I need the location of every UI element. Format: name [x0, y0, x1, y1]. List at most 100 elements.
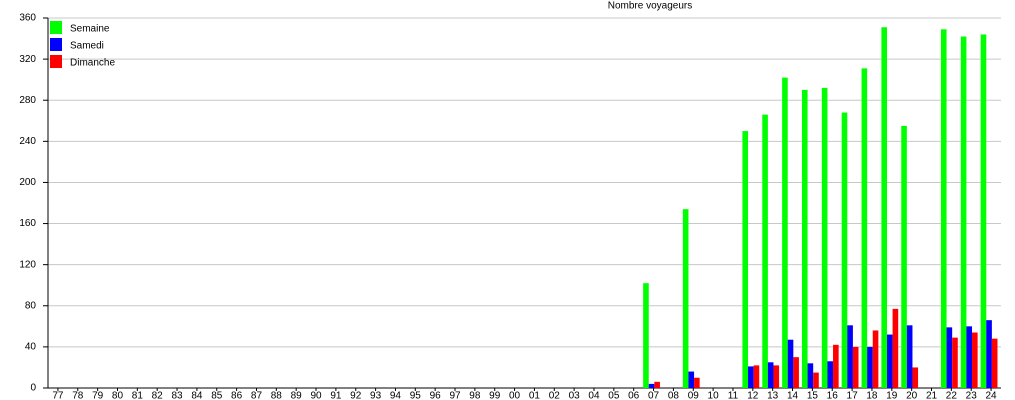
bar	[991, 338, 998, 388]
bar	[753, 365, 760, 388]
y-tick-label: 280	[19, 95, 36, 106]
x-tick-label: 19	[886, 391, 898, 400]
y-tick-label: 80	[25, 300, 37, 311]
bar	[952, 337, 958, 388]
x-tick-label: 91	[330, 391, 342, 400]
y-tick-label: 360	[19, 13, 36, 24]
y-tick-label: 160	[19, 218, 36, 229]
x-tick-label: 82	[152, 391, 164, 400]
x-tick-label: 17	[847, 391, 859, 400]
bar	[906, 325, 913, 388]
bar	[694, 377, 700, 388]
bar	[986, 320, 992, 388]
bar	[782, 77, 788, 388]
x-tick-label: 80	[112, 391, 124, 400]
x-tick-label: 88	[271, 391, 283, 400]
bar	[852, 346, 859, 388]
bar	[748, 366, 754, 388]
bar	[872, 330, 879, 388]
bar	[901, 125, 907, 389]
x-tick-label: 79	[92, 391, 104, 400]
x-tick-label: 01	[529, 391, 541, 400]
bar	[940, 29, 947, 389]
x-tick-label: 78	[72, 391, 84, 400]
bar	[881, 27, 888, 388]
bar	[887, 334, 893, 388]
x-tick-label: 14	[787, 391, 799, 400]
bar	[827, 361, 834, 388]
x-tick-label: 85	[211, 391, 223, 400]
bar	[841, 112, 848, 389]
x-tick-label: 84	[191, 391, 203, 400]
bar	[980, 34, 987, 388]
x-tick-label: 04	[588, 391, 600, 400]
x-tick-label: 20	[906, 391, 918, 400]
x-tick-label: 13	[767, 391, 779, 400]
x-tick-label: 16	[827, 391, 839, 400]
y-tick-label: 120	[19, 259, 36, 270]
bar	[821, 87, 828, 388]
x-tick-label: 83	[171, 391, 183, 400]
bar	[946, 327, 953, 388]
legend-label: Semaine	[70, 24, 110, 35]
bar	[801, 89, 808, 388]
x-tick-label: 03	[569, 391, 581, 400]
x-tick-label: 06	[628, 391, 640, 400]
x-tick-label: 81	[132, 391, 144, 400]
bar	[742, 131, 749, 389]
bar	[767, 362, 774, 388]
x-tick-label: 09	[688, 391, 700, 400]
x-tick-label: 21	[926, 391, 938, 400]
x-tick-label: 11	[728, 391, 739, 400]
legend-swatch	[50, 38, 62, 51]
bar	[847, 325, 853, 388]
x-tick-label: 12	[747, 391, 759, 400]
x-tick-label: 22	[946, 391, 958, 400]
x-tick-label: 15	[807, 391, 819, 400]
bar	[813, 372, 819, 388]
x-tick-label: 99	[489, 391, 501, 400]
x-tick-label: 97	[449, 391, 461, 400]
x-tick-label: 18	[866, 391, 878, 400]
x-tick-label: 98	[469, 391, 481, 400]
x-tick-label: 23	[966, 391, 978, 400]
bar	[833, 344, 839, 388]
x-tick-label: 00	[509, 391, 521, 400]
bar	[682, 209, 689, 388]
bar	[787, 339, 794, 388]
x-tick-label: 77	[52, 391, 64, 400]
bar	[773, 365, 780, 388]
bar	[648, 383, 655, 388]
legend-label: Samedi	[70, 41, 104, 52]
y-tick-label: 0	[30, 383, 36, 394]
x-tick-label: 94	[390, 391, 402, 400]
bar	[912, 367, 919, 388]
x-tick-label: 10	[708, 391, 720, 400]
x-tick-label: 89	[291, 391, 303, 400]
bar	[861, 68, 868, 388]
x-tick-label: 86	[231, 391, 243, 400]
y-tick-label: 40	[25, 342, 37, 353]
bar	[688, 371, 695, 388]
x-tick-label: 08	[668, 391, 680, 400]
legend-swatch	[50, 21, 62, 34]
x-tick-label: 93	[370, 391, 382, 400]
bar	[966, 326, 973, 388]
x-tick-label: 24	[986, 391, 998, 400]
y-tick-label: 240	[19, 136, 36, 147]
bar	[892, 308, 899, 388]
legend-swatch	[50, 55, 62, 68]
x-tick-label: 90	[310, 391, 322, 400]
bar	[654, 381, 660, 388]
x-tick-label: 05	[608, 391, 620, 400]
x-tick-label: 96	[430, 391, 442, 400]
x-tick-label: 02	[549, 391, 561, 400]
x-tick-label: 92	[350, 391, 362, 400]
x-tick-label: 07	[648, 391, 660, 400]
bar	[972, 332, 978, 388]
bar	[867, 346, 873, 388]
x-tick-label: 95	[410, 391, 422, 400]
y-tick-label: 320	[19, 54, 36, 65]
bar	[762, 114, 768, 388]
